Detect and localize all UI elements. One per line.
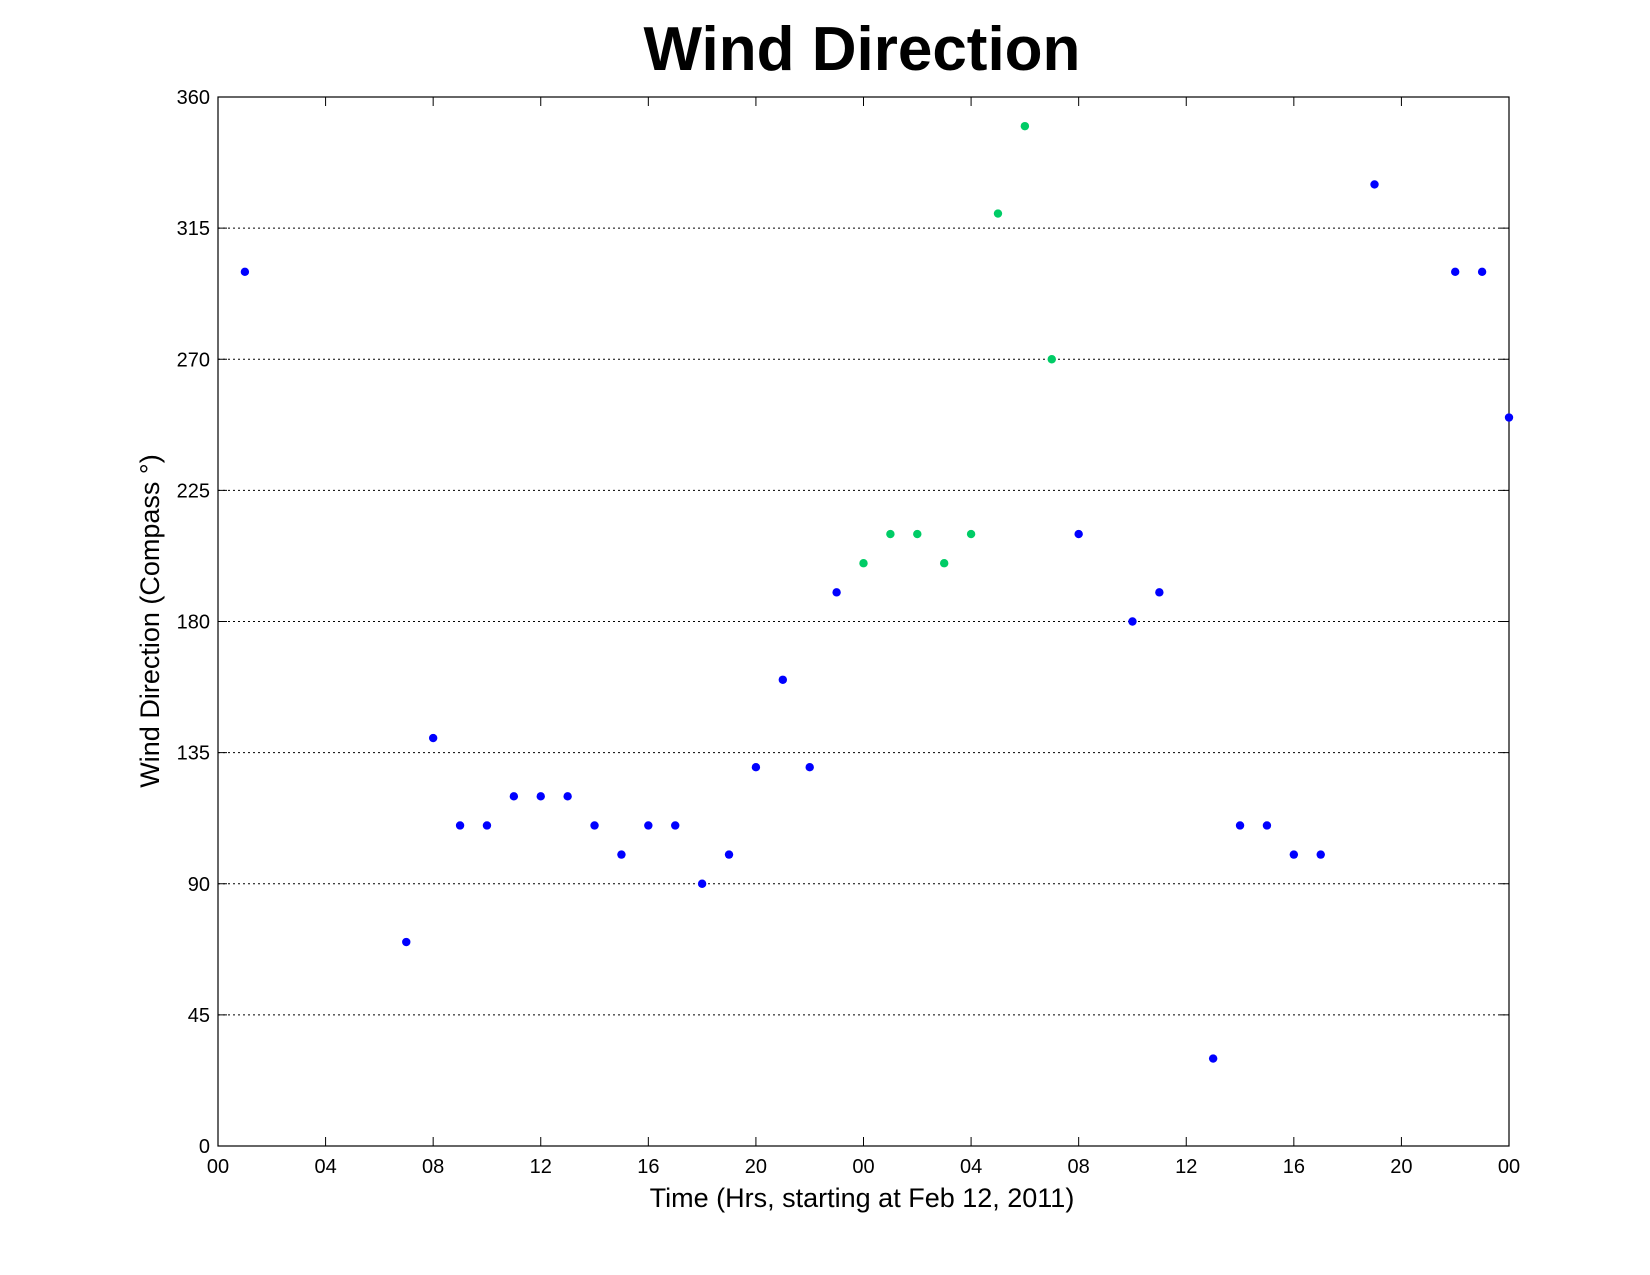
x-tick-label: 08: [1068, 1156, 1090, 1178]
x-tick-label: 20: [1390, 1156, 1412, 1178]
data-point: [482, 821, 492, 830]
y-tick-label: 360: [177, 87, 210, 109]
data-point: [402, 937, 411, 947]
chart-title: Wind Direction: [644, 15, 1081, 84]
y-tick-label: 270: [177, 349, 210, 371]
x-tick-label: 08: [422, 1156, 444, 1178]
x-axis-tick-labels: 00 04 08 12 16 20 00 04 08 12 16 20 00: [207, 1156, 1520, 1178]
x-tick-label: 12: [1175, 1156, 1197, 1178]
data-point: [563, 792, 572, 801]
data-point: [455, 821, 465, 830]
x-tick-label: 00: [852, 1156, 874, 1178]
data-point: [671, 821, 680, 830]
data-point: [1020, 121, 1030, 131]
x-tick-label: 12: [530, 1156, 552, 1178]
x-tick-label: 16: [1283, 1156, 1305, 1178]
data-point: [617, 850, 626, 859]
x-tick-label: 16: [637, 1156, 659, 1178]
y-tick-label: 225: [177, 480, 210, 502]
y-tick-label: 135: [177, 743, 210, 765]
data-point: [1504, 413, 1514, 422]
data-point: [536, 792, 545, 801]
data-point: [697, 879, 707, 888]
data-point: [886, 529, 895, 539]
data-point: [1128, 617, 1137, 626]
y-tick-label: 45: [188, 1005, 210, 1027]
data-point: [1451, 267, 1460, 277]
data-point: [832, 588, 841, 597]
y-tick-label: 0: [199, 1136, 210, 1158]
data-point: [509, 792, 519, 801]
data-point: [1047, 355, 1056, 364]
data-point: [805, 762, 814, 772]
data-point: [1289, 850, 1299, 859]
data-point: [751, 762, 761, 772]
x-tick-label: 20: [745, 1156, 767, 1178]
y-tick-label: 315: [177, 218, 210, 240]
data-point: [590, 821, 599, 830]
y-tick-label: 90: [188, 874, 210, 896]
data-points: [240, 121, 1514, 1063]
x-tick-label: 04: [314, 1156, 336, 1178]
data-point: [644, 821, 653, 830]
data-point: [1262, 821, 1272, 830]
data-point: [1155, 588, 1164, 597]
data-point: [859, 559, 868, 568]
x-axis-label: Time (Hrs, starting at Feb 12, 2011): [650, 1183, 1075, 1213]
data-point: [240, 267, 250, 277]
data-point: [1208, 1054, 1218, 1063]
data-point: [993, 209, 1003, 218]
x-tick-label: 00: [207, 1156, 229, 1178]
data-point: [913, 529, 922, 539]
data-point: [1477, 267, 1487, 277]
axis-ticks: [217, 96, 1510, 1147]
x-tick-label: 00: [1498, 1156, 1520, 1178]
gridlines: [218, 227, 1509, 1016]
x-tick-label: 04: [960, 1156, 982, 1178]
y-axis-label: Wind Direction (Compass °): [135, 454, 165, 787]
data-point: [778, 675, 788, 684]
data-point: [939, 559, 949, 568]
y-axis-tick-labels: 0 45 90 135 180 225 270 315 360: [177, 87, 210, 1158]
data-point: [724, 850, 734, 859]
y-tick-label: 180: [177, 612, 210, 634]
data-point: [428, 733, 438, 743]
data-point: [1074, 529, 1083, 539]
data-point: [1235, 821, 1245, 830]
data-point: [1370, 180, 1379, 189]
data-point: [966, 529, 976, 539]
data-point: [1316, 850, 1325, 859]
